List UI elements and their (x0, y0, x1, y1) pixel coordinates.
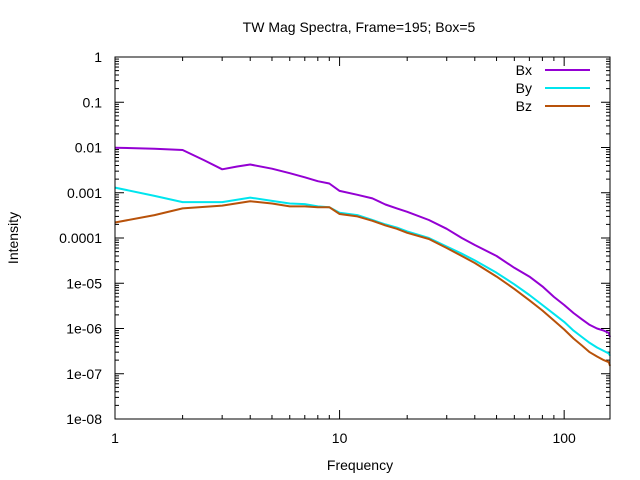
series-line-bz (114, 200, 611, 367)
series-line-bx (114, 146, 611, 338)
y-axis-label: Intensity (5, 212, 21, 264)
x-axis-label: Frequency (327, 457, 393, 473)
y-tick-label: 1e-08 (66, 411, 102, 427)
y-tick-label: 1 (94, 49, 102, 65)
y-tick-label: 0.0001 (59, 230, 102, 246)
legend-label-bx: Bx (516, 62, 532, 78)
x-tick-label: 100 (552, 430, 576, 446)
x-tick-label: 1 (111, 430, 119, 446)
legend-label-by: By (516, 80, 532, 96)
y-tick-label: 1e-06 (66, 321, 102, 337)
legend: Bx By Bz (516, 62, 590, 114)
plot-frame (114, 56, 611, 420)
y-tick-label: 0.1 (83, 94, 103, 110)
y-tick-label: 1e-07 (66, 366, 102, 382)
data-series (114, 146, 611, 367)
series-line-by (114, 186, 611, 357)
legend-label-bz: Bz (516, 98, 532, 114)
y-tick-label: 0.001 (67, 185, 102, 201)
axis-ticks: 1 0.1 0.01 0.001 0.0001 1e-05 1e-06 1e-07 1e-08 1… (59, 49, 610, 446)
x-tick-label: 10 (332, 430, 348, 446)
y-tick-label: 1e-05 (66, 275, 102, 291)
y-tick-label: 0.01 (75, 140, 102, 156)
chart-title: TW Mag Spectra, Frame=195; Box=5 (243, 19, 476, 35)
